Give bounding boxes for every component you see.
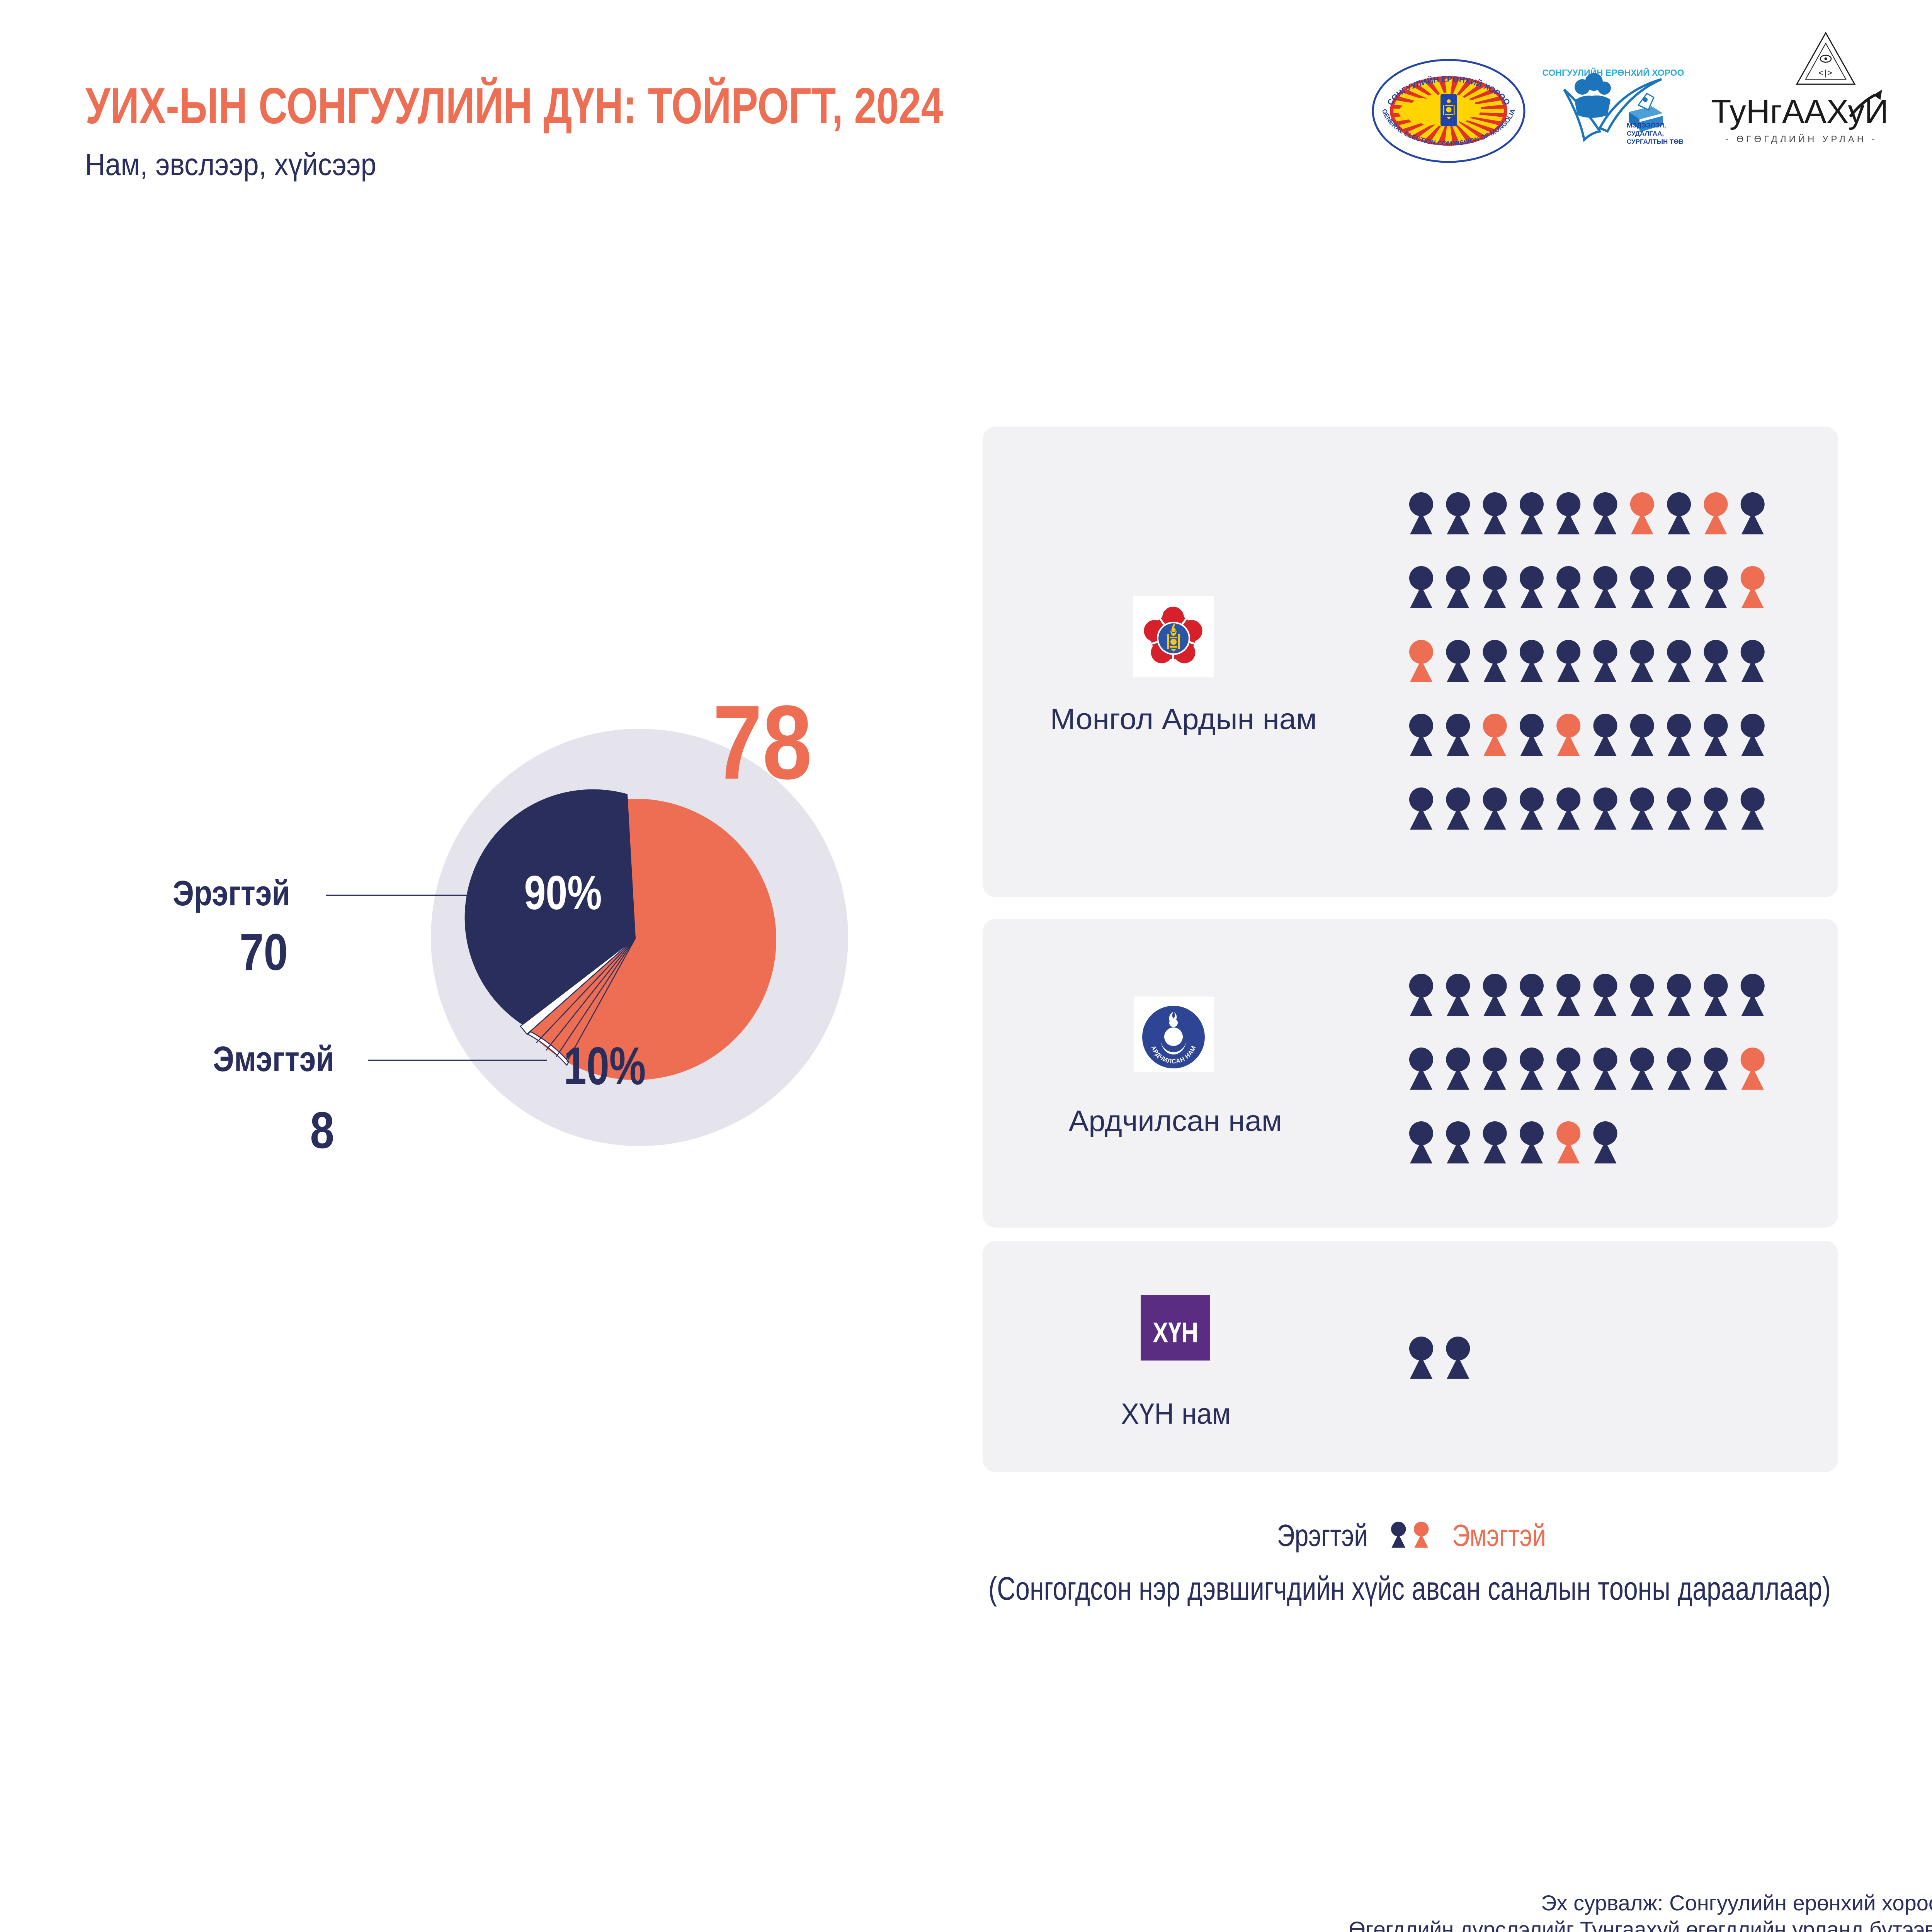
svg-text:Ардчилсан нам: Ардчилсан нам bbox=[1069, 1105, 1282, 1138]
svg-text:Эмэгтэй: Эмэгтэй bbox=[1452, 1518, 1546, 1553]
svg-text:УИХ-ЫН СОНГУУЛИЙН ДҮН: ТОЙРОГТ: УИХ-ЫН СОНГУУЛИЙН ДҮН: ТОЙРОГТ, 2024 bbox=[85, 77, 943, 134]
svg-text:ХҮН: ХҮН bbox=[1153, 1317, 1198, 1349]
svg-text:СУРГАЛТЫН ТӨВ: СУРГАЛТЫН ТӨВ bbox=[1627, 138, 1684, 145]
svg-text:90%: 90% bbox=[524, 866, 602, 919]
svg-text:Монгол Ардын нам: Монгол Ардын нам bbox=[1050, 703, 1317, 736]
svg-text:Эмэгтэй: Эмэгтэй bbox=[213, 1039, 334, 1079]
svg-text:СОНГУУЛИЙН ЕРӨНХИЙ ХОРОО: СОНГУУЛИЙН ЕРӨНХИЙ ХОРОО bbox=[1543, 67, 1684, 78]
svg-text:78: 78 bbox=[713, 684, 812, 801]
svg-text:8: 8 bbox=[310, 1102, 334, 1159]
svg-text:Нам, эвслээр, хүйсээр: Нам, эвслээр, хүйсээр bbox=[85, 148, 376, 182]
svg-text:Эрэгтэй: Эрэгтэй bbox=[1277, 1518, 1368, 1553]
svg-text:<|>: <|> bbox=[1818, 68, 1833, 78]
svg-text:Өгөгдлийн дүрслэлийг Тунгаахуй: Өгөгдлийн дүрслэлийг Тунгаахуй өгөгдлийн… bbox=[1349, 1917, 1932, 1932]
svg-text:10%: 10% bbox=[564, 1037, 646, 1096]
svg-text:МЭДЭЭЛЭЛ,: МЭДЭЭЛЭЛ, bbox=[1627, 122, 1666, 129]
svg-text:- ӨГӨГДЛИЙН УРЛАН -: - ӨГӨГДЛИЙН УРЛАН - bbox=[1725, 134, 1878, 145]
svg-text:Эх сурвалж: Сонгуулийн ерөнхий: Эх сурвалж: Сонгуулийн ерөнхий хороо bbox=[1541, 1891, 1932, 1915]
svg-text:ТуНгААХуИ: ТуНгААХуИ bbox=[1711, 93, 1888, 130]
svg-text:Эрэгтэй: Эрэгтэй bbox=[173, 874, 290, 913]
svg-text:70: 70 bbox=[240, 923, 288, 981]
svg-text:(Сонгогдсон нэр дэвшигчдийн хү: (Сонгогдсон нэр дэвшигчдийн хүйс авсан с… bbox=[988, 1571, 1831, 1607]
svg-text:ХҮН нам: ХҮН нам bbox=[1121, 1398, 1231, 1430]
svg-text:СУДАЛГАА,: СУДАЛГАА, bbox=[1627, 130, 1664, 137]
